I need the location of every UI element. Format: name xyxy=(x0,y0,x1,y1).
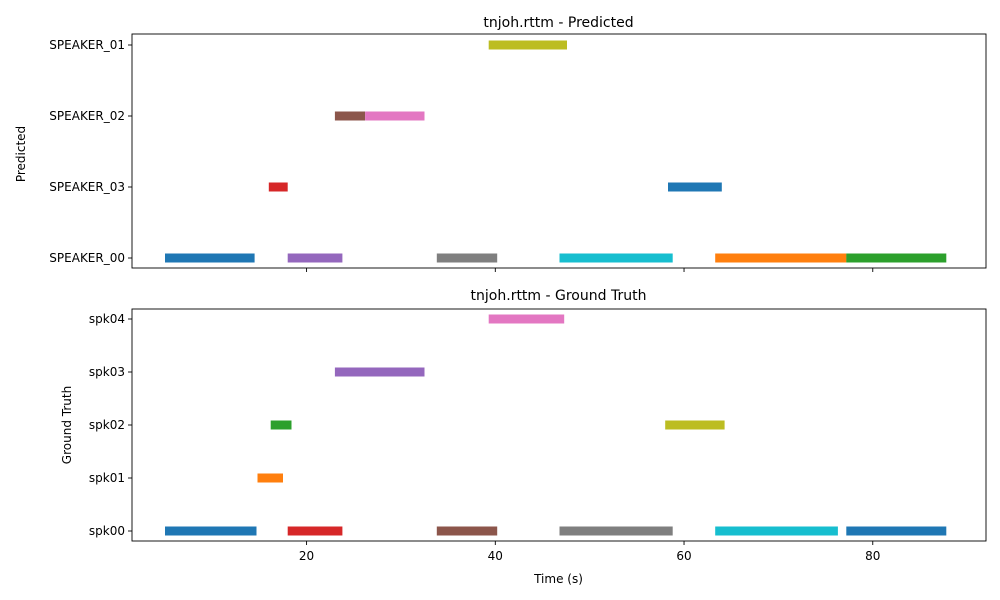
segment-speaker-02-3 xyxy=(334,111,366,121)
segment-spk00-5 xyxy=(436,526,498,536)
y-tick-label: spk02 xyxy=(89,418,125,432)
segment-spk04-6 xyxy=(488,314,565,324)
segment-speaker-02-4 xyxy=(365,111,425,121)
x-axis-label: Time (s) xyxy=(533,572,583,586)
segment-speaker-00-7 xyxy=(559,253,673,263)
x-tick-label: 60 xyxy=(676,549,691,563)
axes-frame xyxy=(131,33,987,269)
segment-speaker-00-5 xyxy=(436,253,498,263)
predicted-title: tnjoh.rttm - Predicted xyxy=(483,15,633,31)
predicted-plot-area: SPEAKER_00 SPEAKER_03 SPEAKER_02 SPEAKER_01 xyxy=(49,33,987,272)
segment-spk00-3 xyxy=(287,526,343,536)
y-tick-label: SPEAKER_00 xyxy=(49,251,125,265)
segment-spk03-4 xyxy=(334,367,425,377)
segment-speaker-03-8 xyxy=(668,182,722,192)
segment-spk00-0 xyxy=(165,526,257,536)
segment-spk00-10 xyxy=(846,526,947,536)
y-tick-label: SPEAKER_03 xyxy=(49,180,125,194)
ground-truth-plot-area: spk00 spk01 spk02 spk03 spk04 20 40 60 80 xyxy=(89,308,987,563)
segment-speaker-00-10 xyxy=(846,253,947,263)
segment-spk02-8 xyxy=(665,420,725,430)
y-tick-label: spk01 xyxy=(89,471,125,485)
predicted-panel: tnjoh.rttm - Predicted Predicted SPEAKER… xyxy=(14,15,987,272)
axes-frame xyxy=(131,308,987,542)
ground-truth-title: tnjoh.rttm - Ground Truth xyxy=(471,288,647,304)
y-tick-label: SPEAKER_01 xyxy=(49,38,125,52)
segment-speaker-03-1 xyxy=(268,182,288,192)
y-tick-label: spk03 xyxy=(89,365,125,379)
segment-speaker-00-9 xyxy=(715,253,847,263)
segment-speaker-00-2 xyxy=(287,253,343,263)
y-tick-label: SPEAKER_02 xyxy=(49,109,125,123)
segment-spk02-2 xyxy=(270,420,292,430)
y-tick-label: spk00 xyxy=(89,524,125,538)
segment-speaker-00-0 xyxy=(165,253,255,263)
predicted-ylabel: Predicted xyxy=(14,126,28,182)
x-tick-label: 80 xyxy=(865,549,880,563)
ground-truth-ylabel: Ground Truth xyxy=(60,386,74,464)
y-tick-label: spk04 xyxy=(89,312,125,326)
segment-speaker-01-6 xyxy=(488,40,567,50)
segment-spk01-1 xyxy=(257,473,283,483)
segment-spk00-7 xyxy=(559,526,673,536)
segment-spk00-9 xyxy=(715,526,838,536)
x-tick-label: 20 xyxy=(299,549,314,563)
ground-truth-panel: tnjoh.rttm - Ground Truth Ground Truth T… xyxy=(60,288,987,586)
x-tick-label: 40 xyxy=(488,549,503,563)
